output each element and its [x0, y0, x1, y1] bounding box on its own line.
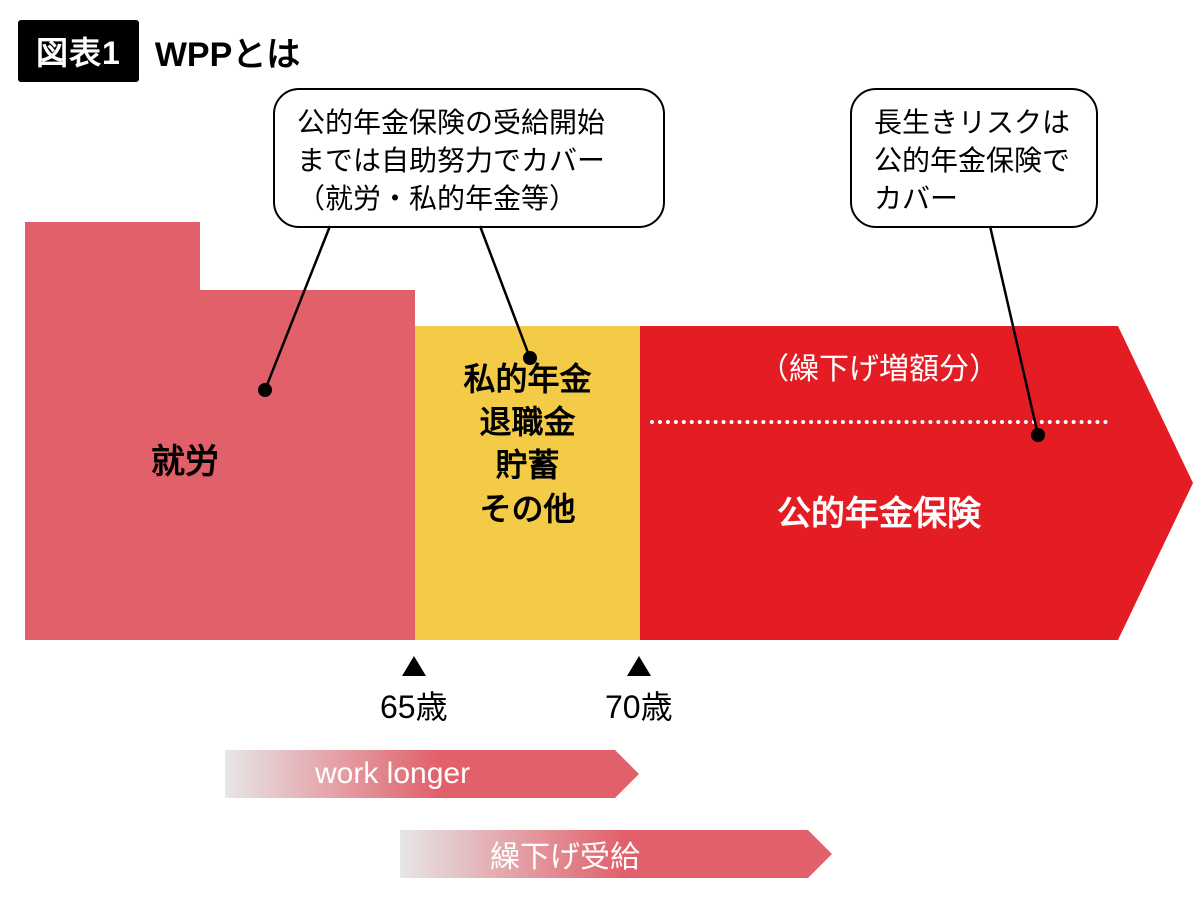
arrow-head-icon	[1118, 326, 1193, 640]
chevron-right-icon	[808, 830, 832, 878]
work-block-tall	[25, 222, 200, 640]
dotted-divider	[650, 420, 1108, 424]
public-pension-label: 公的年金保険	[640, 486, 1118, 535]
age-label-65: 65歳	[380, 682, 448, 728]
work-label: 就労	[151, 440, 219, 486]
callout-right-line2: 公的年金保険で	[874, 142, 1074, 180]
age-marker-65-icon	[402, 656, 426, 676]
work-block-short	[200, 290, 415, 640]
age-label-70: 70歳	[605, 682, 673, 728]
deferred-increase-label: （繰下げ増額分）	[640, 344, 1118, 388]
private-line1: 私的年金	[415, 358, 640, 401]
work-longer-arrow: work longer	[225, 750, 639, 798]
private-line2: 退職金	[415, 401, 640, 444]
private-pension-block: 私的年金 退職金 貯蓄 その他	[415, 326, 640, 640]
defer-text: 繰下げ受給	[490, 832, 640, 876]
callout-left-line3: （就労・私的年金等）	[297, 180, 641, 218]
private-line4: その他	[415, 488, 640, 531]
callout-left-line2: までは自助努力でカバー	[297, 142, 641, 180]
callout-right-line1: 長生きリスクは	[874, 104, 1074, 142]
work-longer-text: work longer	[315, 757, 470, 791]
callout-longevity-risk: 長生きリスクは 公的年金保険で カバー	[850, 88, 1098, 228]
defer-arrow: 繰下げ受給	[400, 830, 832, 878]
wpp-diagram: 就労 私的年金 退職金 貯蓄 その他 （繰下げ増額分） 公的年金保険 公的年金保…	[0, 0, 1200, 908]
callout-left-line1: 公的年金保険の受給開始	[297, 104, 641, 142]
chevron-right-icon	[615, 750, 639, 798]
callout-self-effort: 公的年金保険の受給開始 までは自助努力でカバー （就労・私的年金等）	[273, 88, 665, 228]
callout-right-line3: カバー	[874, 180, 1074, 218]
public-pension-block: （繰下げ増額分） 公的年金保険	[640, 326, 1118, 640]
private-line3: 貯蓄	[415, 444, 640, 487]
age-marker-70-icon	[627, 656, 651, 676]
